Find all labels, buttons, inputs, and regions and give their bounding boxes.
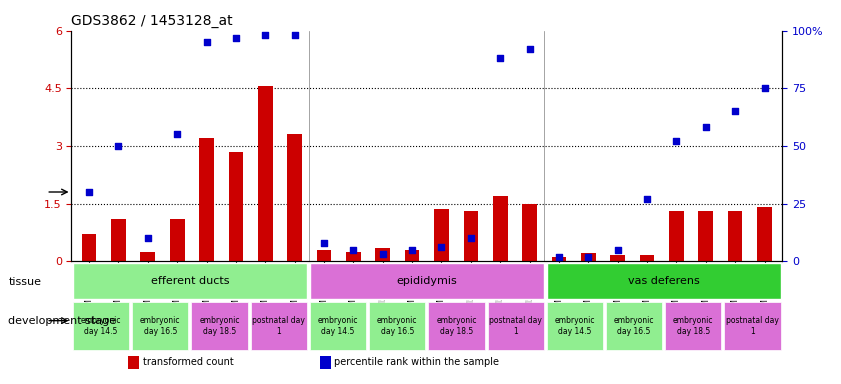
FancyBboxPatch shape: [488, 302, 544, 350]
Point: [82, 189, 96, 195]
Text: embryonic
day 16.5: embryonic day 16.5: [377, 316, 417, 336]
Text: embryonic
day 18.5: embryonic day 18.5: [199, 316, 240, 336]
FancyBboxPatch shape: [251, 302, 307, 350]
Point: [346, 247, 360, 253]
Bar: [82, 234, 97, 261]
Bar: [698, 211, 713, 261]
Point: [464, 235, 478, 241]
Text: embryonic
day 14.5: embryonic day 14.5: [318, 316, 358, 336]
Bar: [727, 211, 743, 261]
Point: [611, 247, 624, 253]
Point: [200, 39, 214, 45]
Point: [669, 138, 683, 144]
Text: embryonic
day 14.5: embryonic day 14.5: [81, 316, 121, 336]
FancyBboxPatch shape: [192, 302, 247, 350]
Bar: [346, 252, 361, 261]
FancyBboxPatch shape: [665, 302, 722, 350]
Point: [141, 235, 155, 241]
Bar: [581, 253, 595, 261]
Point: [435, 244, 448, 250]
FancyBboxPatch shape: [724, 302, 780, 350]
Point: [171, 131, 184, 137]
Bar: [258, 86, 272, 261]
Point: [553, 253, 566, 260]
FancyBboxPatch shape: [309, 263, 544, 299]
Text: postnatal day
1: postnatal day 1: [726, 316, 779, 336]
Text: embryonic
day 16.5: embryonic day 16.5: [614, 316, 654, 336]
Bar: [320, 356, 331, 369]
Text: postnatal day
1: postnatal day 1: [489, 316, 542, 336]
Point: [494, 55, 507, 61]
Point: [317, 240, 331, 246]
FancyBboxPatch shape: [547, 263, 780, 299]
Bar: [199, 138, 214, 261]
Text: transformed count: transformed count: [142, 358, 233, 367]
Text: efferent ducts: efferent ducts: [151, 276, 230, 286]
Bar: [170, 219, 184, 261]
Point: [582, 253, 595, 260]
Point: [258, 32, 272, 38]
Point: [112, 143, 125, 149]
Text: postnatal day
1: postnatal day 1: [252, 316, 305, 336]
Bar: [757, 207, 772, 261]
Text: tissue: tissue: [8, 277, 41, 287]
Bar: [463, 211, 479, 261]
Text: epididymis: epididymis: [396, 276, 458, 286]
Bar: [375, 248, 390, 261]
Bar: [640, 255, 654, 261]
Bar: [669, 211, 684, 261]
Point: [376, 251, 389, 257]
FancyBboxPatch shape: [132, 302, 188, 350]
Text: embryonic
day 14.5: embryonic day 14.5: [554, 316, 595, 336]
FancyBboxPatch shape: [73, 263, 307, 299]
FancyBboxPatch shape: [369, 302, 426, 350]
Bar: [611, 255, 625, 261]
Point: [640, 196, 653, 202]
FancyBboxPatch shape: [606, 302, 662, 350]
Text: embryonic
day 16.5: embryonic day 16.5: [140, 316, 181, 336]
FancyBboxPatch shape: [309, 302, 366, 350]
Bar: [434, 209, 449, 261]
Bar: [552, 257, 566, 261]
Bar: [405, 250, 420, 261]
Bar: [140, 252, 156, 261]
Bar: [229, 152, 243, 261]
Point: [758, 85, 771, 91]
Text: embryonic
day 18.5: embryonic day 18.5: [673, 316, 713, 336]
FancyBboxPatch shape: [73, 302, 130, 350]
Bar: [522, 204, 537, 261]
Text: vas deferens: vas deferens: [628, 276, 700, 286]
Bar: [493, 196, 508, 261]
Text: embryonic
day 18.5: embryonic day 18.5: [436, 316, 477, 336]
FancyBboxPatch shape: [428, 302, 484, 350]
Point: [699, 124, 712, 131]
Bar: [288, 134, 302, 261]
Point: [288, 32, 301, 38]
Point: [728, 108, 742, 114]
Point: [405, 247, 419, 253]
FancyBboxPatch shape: [547, 302, 603, 350]
Bar: [111, 219, 126, 261]
Text: development stage: development stage: [8, 316, 117, 326]
Text: GDS3862 / 1453128_at: GDS3862 / 1453128_at: [71, 14, 233, 28]
Bar: [129, 356, 139, 369]
Point: [230, 35, 243, 41]
Bar: [317, 250, 331, 261]
Point: [523, 46, 537, 52]
Text: percentile rank within the sample: percentile rank within the sample: [335, 358, 500, 367]
